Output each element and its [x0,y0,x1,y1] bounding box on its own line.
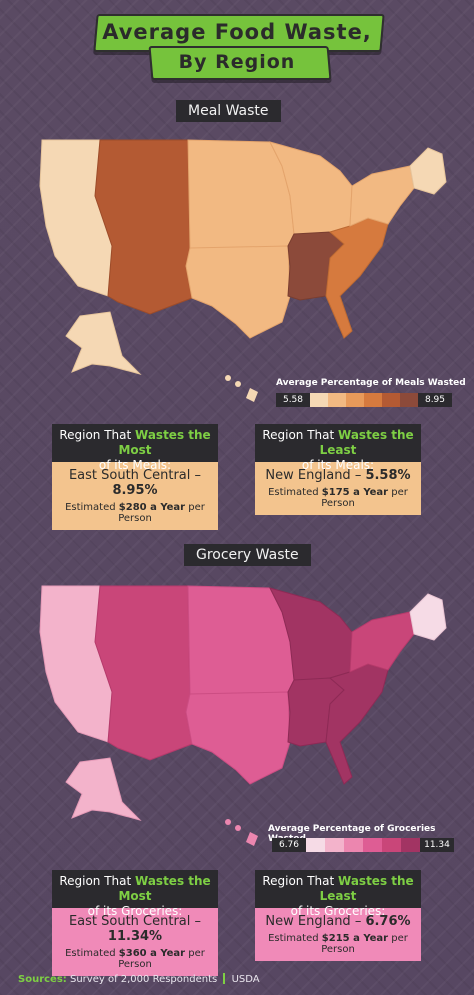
meal-legend-swatch-5 [382,393,400,407]
grocery-region-alaska [65,757,142,821]
grocery-region-hawaii-1 [225,819,231,825]
meal-region-middle-atlantic [349,165,415,227]
meal-region-hawaii-3 [246,388,258,402]
meal-region-alaska [65,311,142,375]
grocery-region-mountain [94,585,193,761]
grocery-waste-map [39,585,447,846]
meal-region-south-atlantic [325,217,389,339]
meal-region-hawaii-2 [235,381,241,387]
sources-footer: Sources: Survey of 2,000 Respondents USD… [18,973,260,985]
card-header: Region That Wastes the Least of its Groc… [255,870,421,918]
grocery-waste-tag: Grocery Waste [184,544,311,566]
grocery-legend-swatch-5 [382,838,401,852]
meal-legend-swatch-1 [310,393,328,407]
card-region: East South Central – 11.34% [68,914,202,944]
meal-legend-title: Average Percentage of Meals Wasted [276,378,466,388]
meal-region-hawaii-1 [225,375,231,381]
grocery-legend-swatch-3 [344,838,363,852]
grocery-region-west-south-central [185,691,291,785]
card-body: New England – 5.58% Estimated $175 a Yea… [255,462,421,515]
meal-legend-bar: 5.58 8.95 [276,393,452,407]
card-header: Region That Wastes the Most of its Meals… [52,424,218,472]
card-region: East South Central – 8.95% [68,468,202,498]
grocery-region-hawaii-3 [246,832,258,846]
meal-legend-swatch-2 [328,393,346,407]
card-estimate: Estimated $280 a Year per Person [65,502,205,524]
grocery-legend-swatch-2 [325,838,344,852]
grocery-legend-swatch-1 [306,838,325,852]
meal-most-card: Region That Wastes the Most of its Meals… [52,424,218,530]
grocery-legend-swatch-6 [401,838,420,852]
card-body: East South Central – 8.95% Estimated $28… [52,462,218,530]
grocery-region-middle-atlantic [349,611,415,673]
meal-region-new-england [409,147,447,195]
card-header: Region That Wastes the Least of its Meal… [255,424,421,472]
meal-waste-map [39,139,447,402]
card-estimate: Estimated $215 a Year per Person [268,933,408,955]
grocery-legend-min: 6.76 [272,838,306,852]
card-body: New England – 6.76% Estimated $215 a Yea… [255,908,421,961]
page-title-line2: By Region [178,51,296,73]
meal-legend-swatch-6 [400,393,418,407]
meal-legend-max: 8.95 [418,393,452,407]
meal-legend-swatch-4 [364,393,382,407]
grocery-legend-max: 11.34 [420,838,454,852]
card-region: New England – 6.76% [265,914,411,929]
card-body: East South Central – 11.34% Estimated $3… [52,908,218,976]
meal-waste-tag: Meal Waste [176,100,281,122]
meal-legend-swatch-3 [346,393,364,407]
sources-label: Sources: [18,974,67,985]
card-region: New England – 5.58% [265,468,411,483]
grocery-region-south-atlantic [325,663,389,785]
card-header: Region That Wastes the Most of its Groce… [52,870,218,918]
sources-divider [223,973,226,984]
sources-text-2: USDA [231,974,260,985]
grocery-most-card: Region That Wastes the Most of its Groce… [52,870,218,976]
meal-region-mountain [94,139,193,315]
card-estimate: Estimated $175 a Year per Person [268,487,408,509]
grocery-legend-swatch-4 [363,838,382,852]
meal-least-card: Region That Wastes the Least of its Meal… [255,424,421,515]
meal-region-west-south-central [185,245,291,339]
grocery-least-card: Region That Wastes the Least of its Groc… [255,870,421,961]
grocery-region-new-england [409,593,447,641]
grocery-region-hawaii-2 [235,825,241,831]
card-estimate: Estimated $360 a Year per Person [65,948,205,970]
grocery-legend-bar: 6.76 11.34 [272,838,454,852]
meal-legend-min: 5.58 [276,393,310,407]
sources-text: Survey of 2,000 Respondents [69,974,218,985]
page-title-line1: Average Food Waste, [102,20,372,44]
